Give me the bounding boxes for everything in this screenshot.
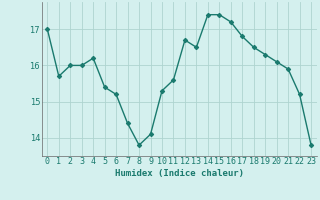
X-axis label: Humidex (Indice chaleur): Humidex (Indice chaleur) [115,169,244,178]
